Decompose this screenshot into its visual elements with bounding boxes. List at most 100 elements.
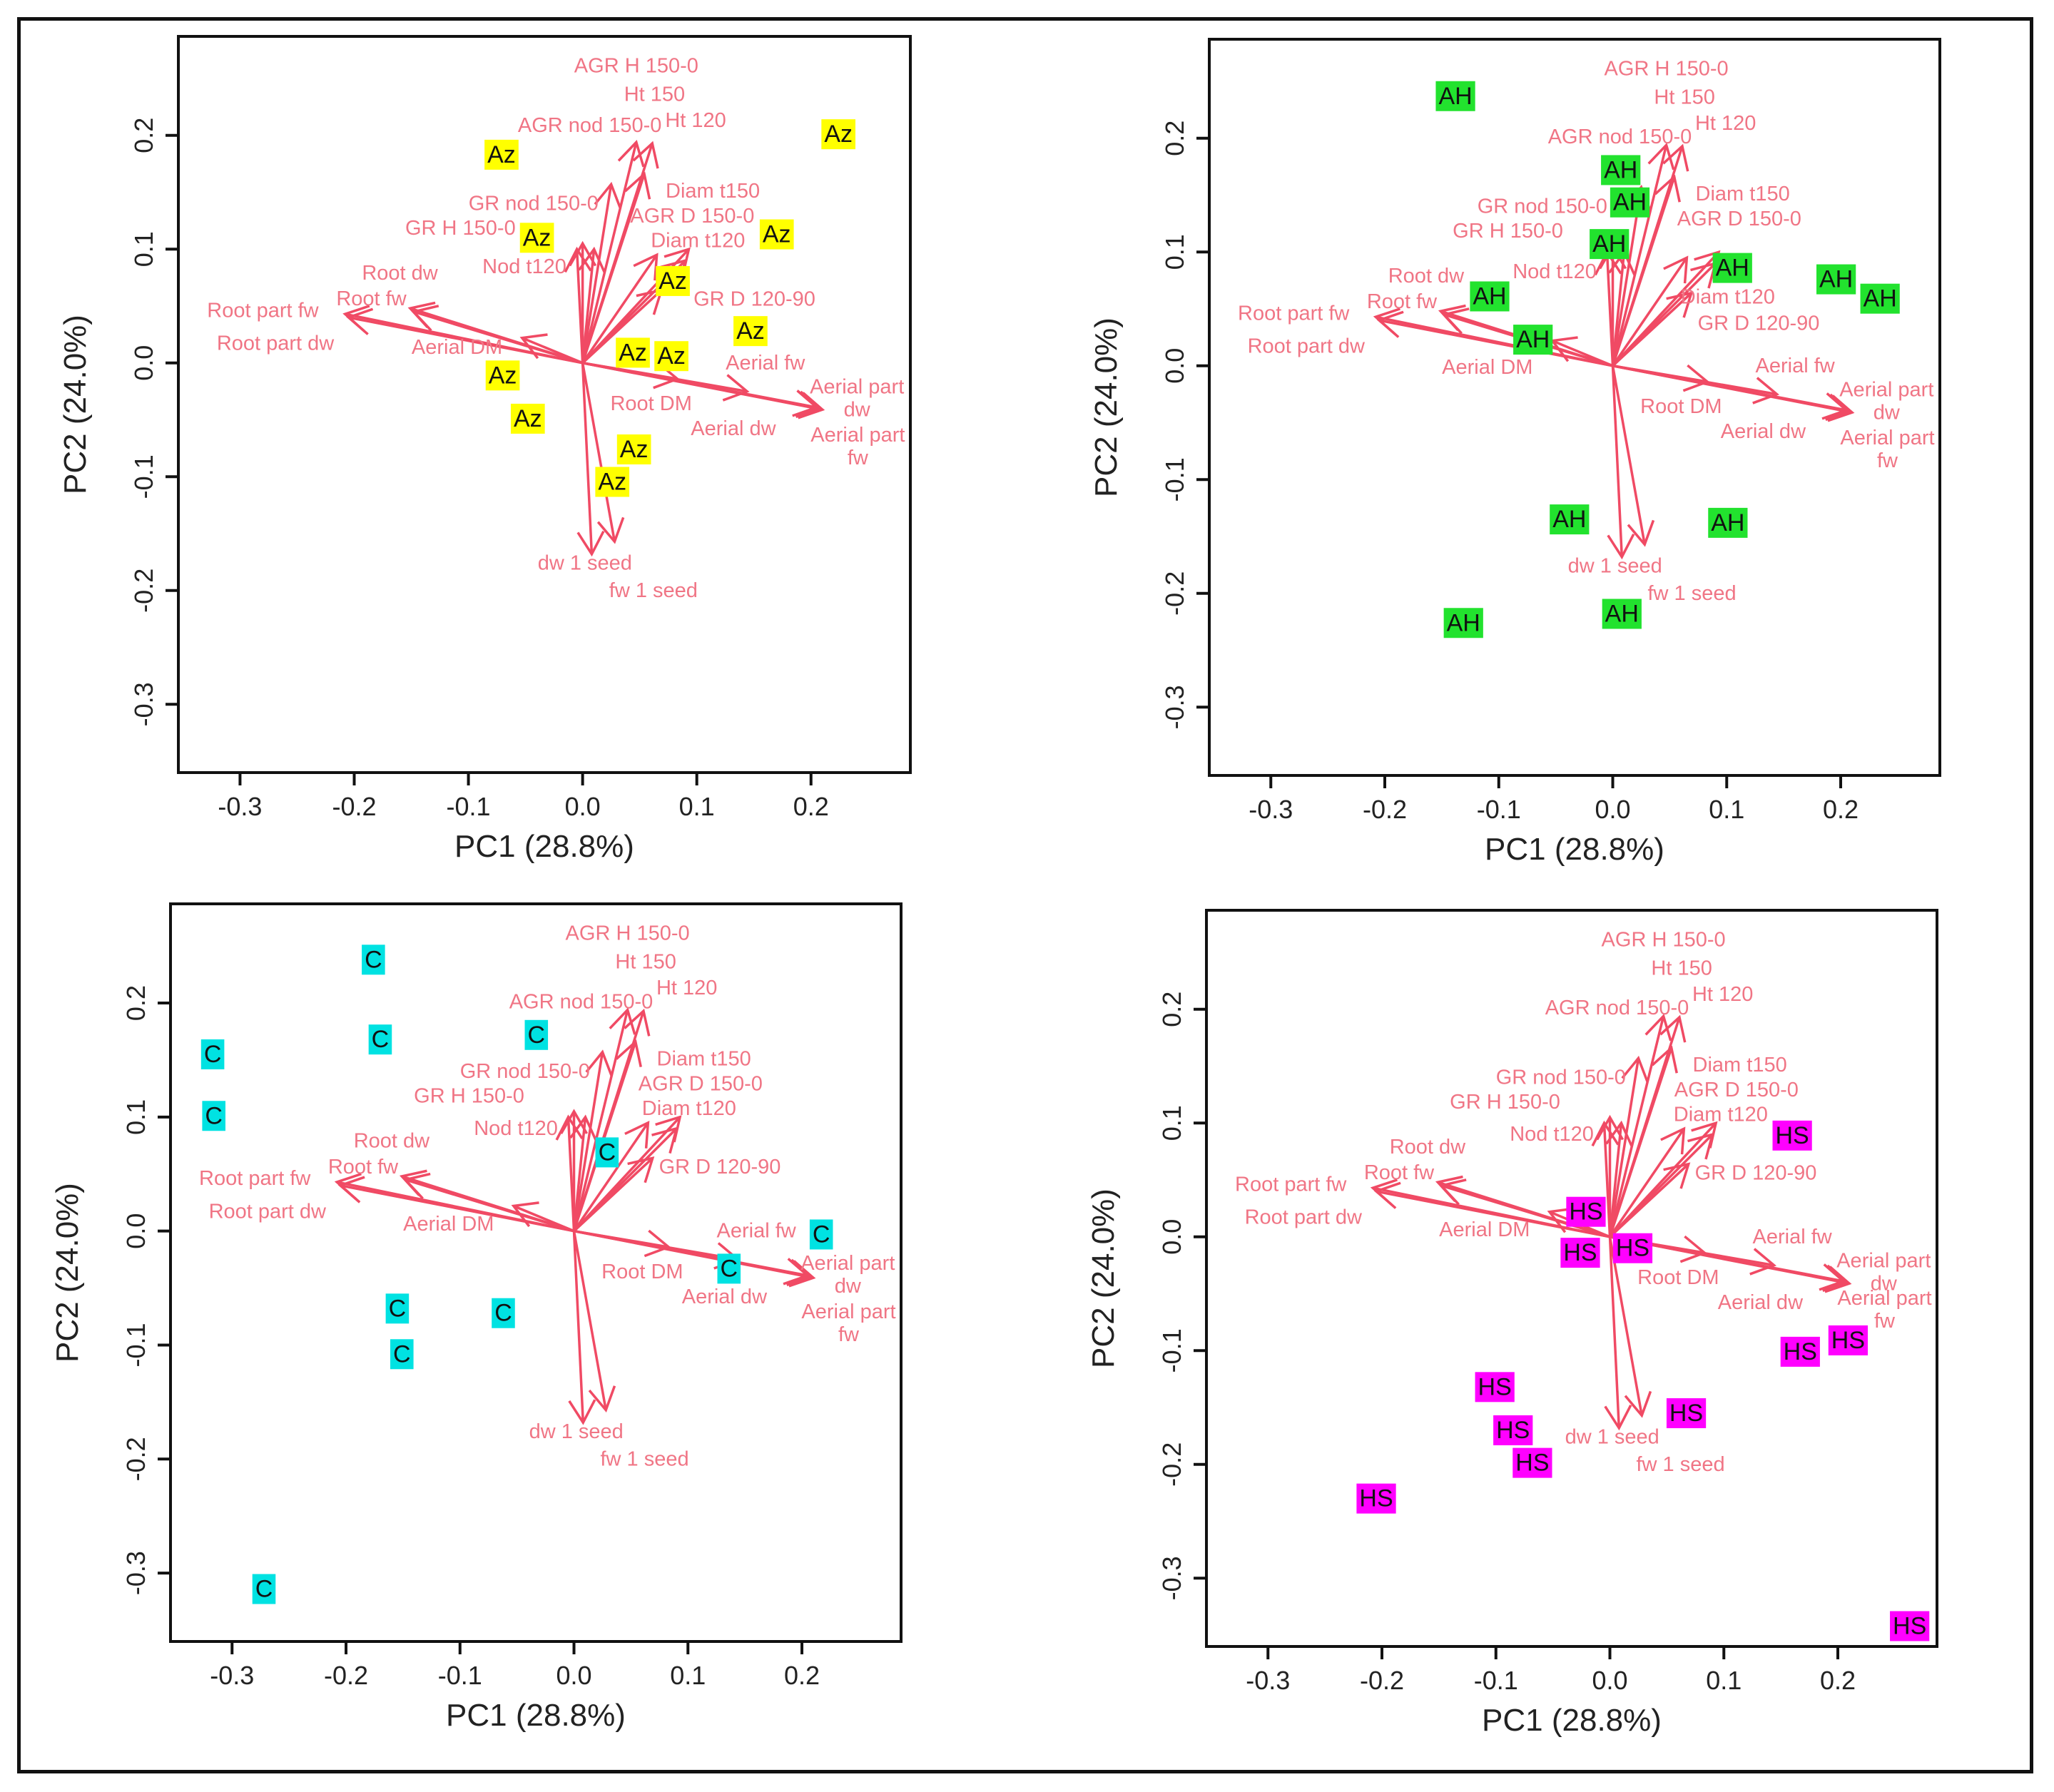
- arrow-shaft: [1608, 1123, 1623, 1237]
- observation-point: Az: [484, 139, 519, 170]
- loading-label: dw: [835, 1275, 862, 1298]
- loading-label: Root part fw: [1238, 302, 1350, 325]
- point-label: AH: [1604, 156, 1637, 183]
- loading-label: Aerial DM: [403, 1213, 494, 1236]
- arrow-shaft: [1609, 1163, 1689, 1238]
- point-label-background: [595, 1137, 619, 1168]
- point-label-background: [1602, 599, 1642, 629]
- arrow-head: [337, 1176, 365, 1203]
- panel-ah: -0.3 -0.2 -0.1 0.0 0.1 0.2 -0.3 -0.2 -0.1 0.0 0.1 0…: [1089, 38, 1941, 867]
- observation-point: AH: [1712, 253, 1752, 283]
- loading-label: Nod t120: [1512, 260, 1597, 283]
- loading-label-group: Root DM: [1640, 395, 1722, 418]
- loading-arrow: [1611, 142, 1675, 367]
- panel-c: -0.3 -0.2 -0.1 0.0 0.1 0.2 -0.3 -0.2 -0.1 0.0 0.1 0…: [50, 902, 903, 1733]
- loading-arrow: [1608, 1055, 1649, 1238]
- x-tick-label: -0.3: [210, 1661, 254, 1690]
- loading-label: Ht 120: [1692, 983, 1753, 1006]
- arrow-head: [596, 516, 625, 544]
- arrow-shaft: [513, 1204, 575, 1233]
- arrow-shaft: [572, 1231, 585, 1423]
- loading-label-group: Nod t120: [474, 1117, 558, 1140]
- point-label: AH: [1447, 609, 1480, 636]
- loading-label-group: GR D 120-90: [1695, 1161, 1817, 1184]
- arrow-shaft: [581, 184, 613, 364]
- loading-label-group: AGR D 150-0: [639, 1072, 763, 1095]
- x-tick-label: -0.2: [324, 1661, 368, 1690]
- x-tick-label: 0.0: [1592, 1666, 1627, 1695]
- x-tick-label: 0.0: [565, 792, 601, 821]
- loading-label: Aerial DM: [1439, 1218, 1530, 1241]
- panel-az: -0.3 -0.2 -0.1 0.0 0.1 0.2 -0.3 -0.2 -0.1 0.0 0.1 0…: [58, 35, 912, 864]
- arrow-shaft: [1608, 1015, 1665, 1238]
- arrow-shaft: [581, 289, 663, 365]
- point-label: Az: [824, 121, 853, 148]
- y-tick-label: -0.3: [129, 682, 158, 726]
- loading-label-group: GR nod 150-0: [460, 1060, 590, 1083]
- arrow-head: [1373, 1181, 1401, 1209]
- point-label: AH: [1473, 282, 1506, 310]
- loading-label-group: Ht 150: [615, 951, 676, 974]
- arrow-shaft: [1611, 144, 1668, 367]
- point-label: Az: [619, 339, 647, 366]
- arrow-shaft: [581, 173, 646, 364]
- loading-arrow: [402, 1172, 575, 1233]
- loading-label: Aerial dw: [682, 1286, 768, 1308]
- loading-label: AGR H 150-0: [574, 54, 698, 77]
- observation-point: AH: [1435, 81, 1475, 111]
- loading-label: Aerial part: [800, 1252, 895, 1275]
- loading-label: Aerial part: [1840, 427, 1934, 449]
- loading-arrow: [581, 362, 625, 544]
- loading-label-group: dw 1 seed: [529, 1420, 624, 1443]
- loading-label-group: Aerial dw: [691, 417, 776, 440]
- point-label: HS: [1893, 1612, 1926, 1639]
- arrow-shaft: [572, 1009, 629, 1232]
- loading-label: Ht 120: [1695, 112, 1756, 135]
- point-label-background: [1780, 1336, 1820, 1367]
- loading-label-group: AGR nod 150-0: [1545, 997, 1689, 1019]
- loading-label-group: GR D 120-90: [693, 287, 815, 310]
- observation-point: HS: [1512, 1447, 1552, 1478]
- arrow-head: [1604, 1404, 1632, 1431]
- arrow-shaft: [572, 1231, 607, 1410]
- point-label-background: [1860, 283, 1900, 314]
- loading-arrow: [572, 1231, 616, 1413]
- x-tick-label: 0.1: [1709, 795, 1744, 824]
- arrow-shaft: [581, 249, 596, 363]
- arrow-shaft: [1611, 176, 1676, 367]
- x-tick-label: -0.2: [1360, 1666, 1404, 1695]
- observation-point: HS: [1475, 1372, 1515, 1402]
- point-label: AH: [1552, 506, 1586, 533]
- point-label-background: [809, 1219, 833, 1250]
- loading-label-group: fw 1 seed: [600, 1447, 688, 1470]
- loading-label-group: Aerial DM: [1439, 1218, 1530, 1241]
- point-label: C: [720, 1255, 738, 1282]
- plot-frame: [1205, 909, 1938, 1648]
- loading-label: dw 1 seed: [1565, 1426, 1659, 1449]
- y-tick-label: -0.1: [121, 1323, 151, 1367]
- arrow-shaft: [581, 141, 638, 364]
- point-label-background: [202, 1101, 225, 1131]
- loading-arrow: [581, 253, 659, 364]
- loading-label: Nod t120: [474, 1117, 558, 1140]
- point-label-background: [1712, 253, 1752, 283]
- point-label-background: [1816, 264, 1856, 295]
- observation-point: C: [200, 1039, 225, 1069]
- loading-label-group: Root fw: [1364, 1161, 1435, 1184]
- loading-label-group: Diam t150: [666, 180, 760, 203]
- point-label-background: [717, 1253, 741, 1284]
- loading-label: GR D 120-90: [693, 287, 815, 310]
- point-label-background: [1470, 281, 1510, 312]
- x-tick-label: -0.1: [438, 1661, 482, 1690]
- arrow-shaft: [1611, 252, 1626, 366]
- point-label: C: [372, 1026, 390, 1053]
- arrow-shaft: [1605, 252, 1615, 366]
- arrow-shaft: [1612, 292, 1692, 367]
- arrow-head: [569, 1114, 597, 1141]
- arrow-head: [1824, 1266, 1852, 1293]
